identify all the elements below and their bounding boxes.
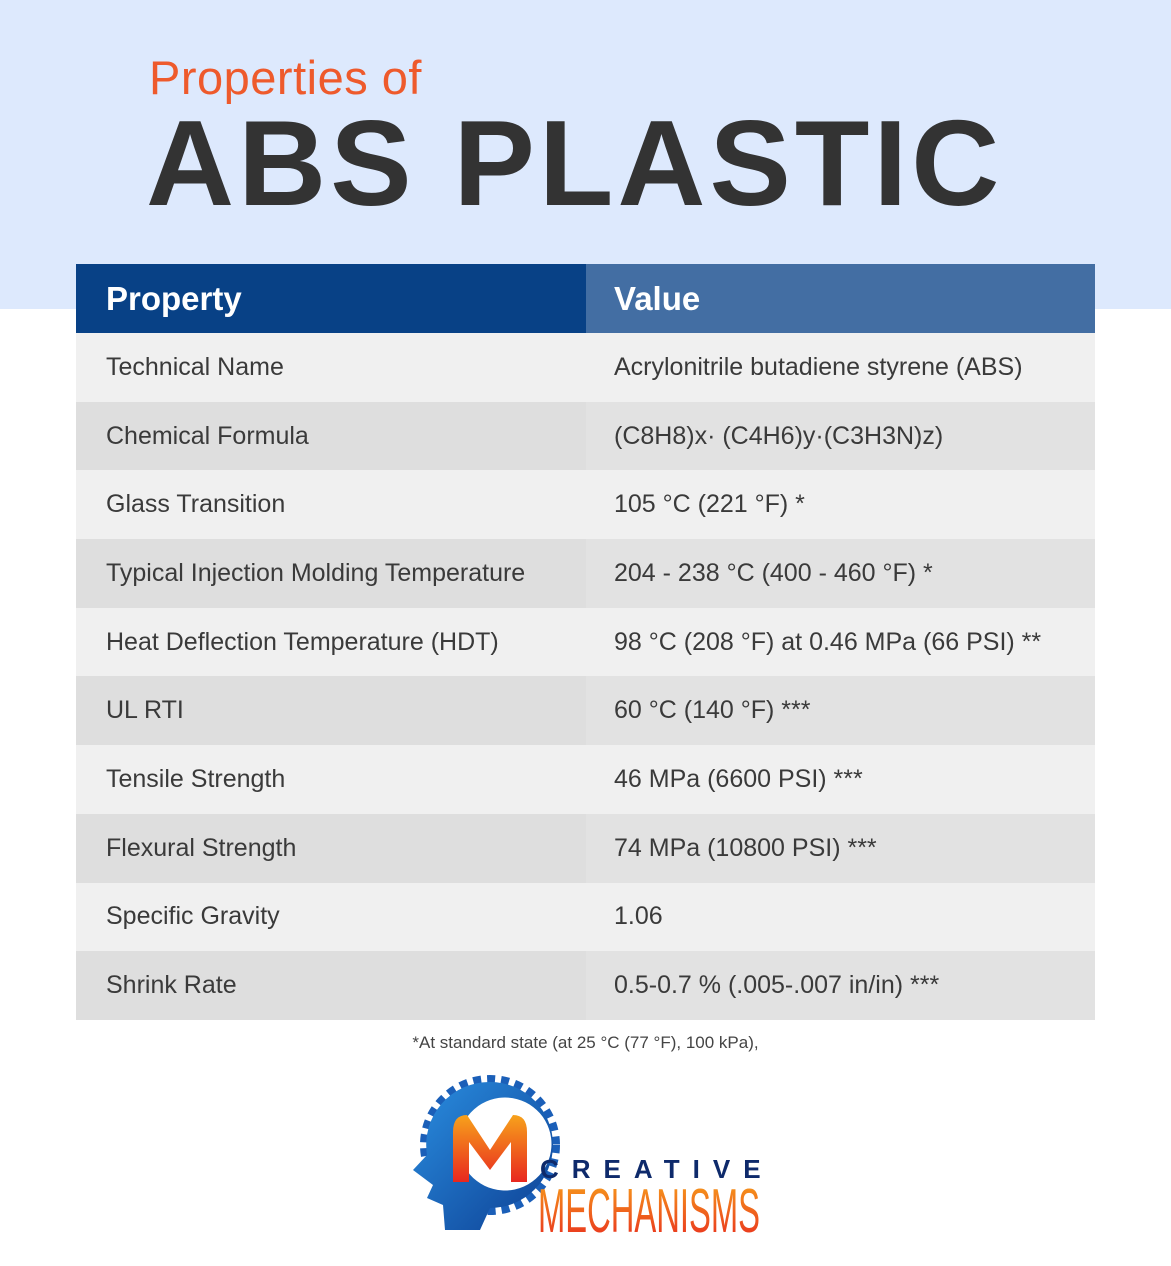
table-row: Glass Transition 105 °C (221 °F) * [76,470,1095,540]
property-value: (C8H8)x· (C4H6)y·(C3H3N)z) [586,401,1095,471]
properties-table: Property Value Technical Name Acrylonitri… [76,264,1095,1020]
header-band [0,0,1171,309]
svg-text:MECHANISMS: MECHANISMS [538,1177,760,1240]
property-name: Heat Deflection Temperature (HDT) [76,607,586,677]
property-name: Flexural Strength [76,813,586,883]
property-value: 98 °C (208 °F) at 0.46 MPa (66 PSI) ** [586,607,1095,677]
property-value: 74 MPa (10800 PSI) *** [586,813,1095,883]
table-row: Heat Deflection Temperature (HDT) 98 °C (… [76,607,1095,677]
column-header-property: Property [76,264,586,333]
gear-head-icon [413,1075,560,1230]
property-name: Specific Gravity [76,882,586,952]
property-value: 46 MPa (6600 PSI) *** [586,745,1095,814]
table-row: Specific Gravity 1.06 [76,882,1095,952]
table-row: Chemical Formula (C8H8)x· (C4H6)y·(C3H3N)… [76,401,1095,471]
table-row: Flexural Strength 74 MPa (10800 PSI) *** [76,813,1095,883]
table-row: Shrink Rate 0.5-0.7 % (.005-.007 in/in) *… [76,951,1095,1020]
creative-mechanisms-logo: CREATIVE MECHANISMS [405,1070,765,1246]
property-name: Typical Injection Molding Temperature [76,539,586,608]
page-title: ABS PLASTIC [146,95,1004,231]
property-value: 204 - 238 °C (400 - 460 °F) * [586,539,1095,608]
property-name: UL RTI [76,676,586,746]
subtitle: Properties of [149,51,422,104]
footnote: *At standard state (at 25 °C (77 °F), 10… [412,1033,759,1052]
property-value: Acrylonitrile butadiene styrene (ABS) [586,333,1095,402]
property-name: Technical Name [76,333,586,402]
table-row: Typical Injection Molding Temperature 204… [76,539,1095,608]
property-name: Tensile Strength [76,745,586,814]
property-value: 0.5-0.7 % (.005-.007 in/in) *** [586,951,1095,1020]
property-name: Glass Transition [76,470,586,540]
table-row: Tensile Strength 46 MPa (6600 PSI) *** [76,745,1095,814]
property-value: 1.06 [586,882,1095,952]
property-value: 60 °C (140 °F) *** [586,676,1095,746]
property-name: Chemical Formula [76,401,586,471]
column-header-value: Value [586,264,1095,333]
property-name: Shrink Rate [76,951,586,1020]
table-row: UL RTI 60 °C (140 °F) *** [76,676,1095,746]
svg-text:CREATIVE: CREATIVE [540,1154,765,1184]
property-value: 105 °C (221 °F) * [586,470,1095,540]
table-row: Technical Name Acrylonitrile butadiene st… [76,333,1095,402]
